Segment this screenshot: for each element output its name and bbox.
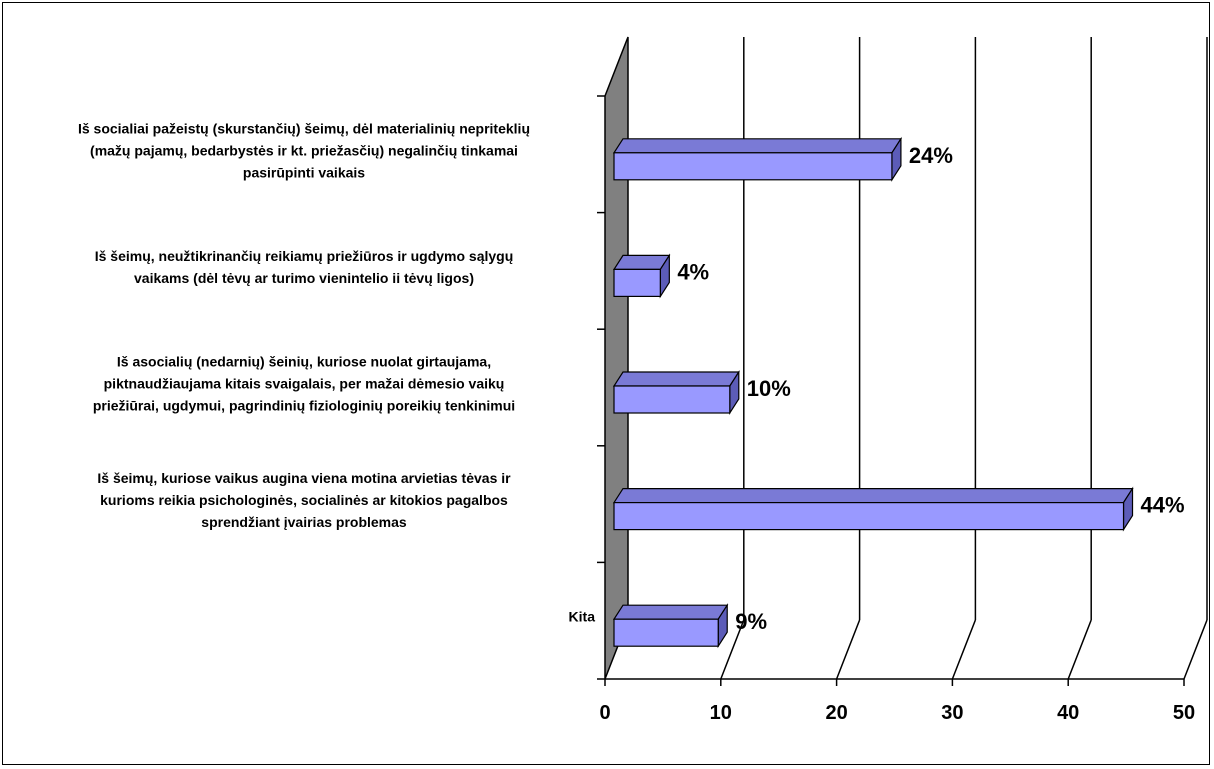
bar xyxy=(613,385,731,414)
bar xyxy=(613,618,719,647)
gridline-floor xyxy=(1067,619,1092,680)
bar-top xyxy=(612,138,903,154)
data-label: 9% xyxy=(735,609,767,634)
x-tick-label: 10 xyxy=(710,702,732,724)
category-label-line: piktnaudžiaujama kitais svaigalais, per … xyxy=(104,376,505,392)
category-label-line: kurioms reikia psichologinės, socialinės… xyxy=(100,492,508,508)
category-label: Iš šeimų, neužtikrinančių reikiamų priež… xyxy=(95,248,514,286)
x-tick-label: 40 xyxy=(1057,702,1079,724)
gridline-floor xyxy=(720,619,745,680)
bar xyxy=(613,502,1125,531)
category-label-line: Iš šeimų, neužtikrinančių reikiamų priež… xyxy=(95,248,514,264)
bar-top xyxy=(612,488,1134,504)
x-tick-label: 30 xyxy=(941,702,963,724)
category-label: Iš šeimų, kuriose vaikus augina viena mo… xyxy=(97,470,511,530)
data-label: 10% xyxy=(747,376,791,401)
category-label-line: Iš šeimų, kuriose vaikus augina viena mo… xyxy=(97,470,511,486)
category-label: Iš socialiai pažeistų (skurstančių) šeim… xyxy=(78,120,530,180)
category-label-line: Iš asocialių (nedarnių) šeinių, kuriose … xyxy=(117,354,491,370)
x-tick-label: 20 xyxy=(825,702,847,724)
data-label: 44% xyxy=(1141,493,1185,518)
gridline-floor xyxy=(835,619,861,680)
chart-wall xyxy=(604,36,629,680)
data-label: 24% xyxy=(909,143,953,168)
bar-top xyxy=(612,371,740,387)
x-tick-label: 0 xyxy=(599,702,610,724)
category-label-line: priežiūrai, ugdymui, pagrindinių fiziolo… xyxy=(93,398,515,414)
category-label-line: Kita xyxy=(569,609,596,625)
category-label-line: sprendžiant įvairias problemas xyxy=(201,514,407,530)
category-label-line: (mažų pajamų, bedarbystės ir kt. priežas… xyxy=(90,142,518,158)
category-label-line: vaikams (dėl tėvų ar turimo vienintelio … xyxy=(134,270,474,286)
gridline-floor xyxy=(1183,619,1208,680)
category-label: Kita xyxy=(569,609,596,625)
category-label: Iš asocialių (nedarnių) šeinių, kuriose … xyxy=(93,354,515,414)
data-label: 4% xyxy=(677,259,709,284)
bar xyxy=(613,268,661,297)
gridline-floor xyxy=(951,619,977,680)
bar-top xyxy=(612,604,729,620)
bar xyxy=(613,152,893,181)
x-tick-label: 50 xyxy=(1173,702,1195,724)
category-label-line: Iš socialiai pažeistų (skurstančių) šeim… xyxy=(78,120,530,136)
bar-chart: 0 10 20 30 40 50 24% 4% 10% 44% 9% Iš socialiai paž… xyxy=(78,36,1208,724)
category-label-line: pasirūpinti vaikais xyxy=(243,164,365,180)
